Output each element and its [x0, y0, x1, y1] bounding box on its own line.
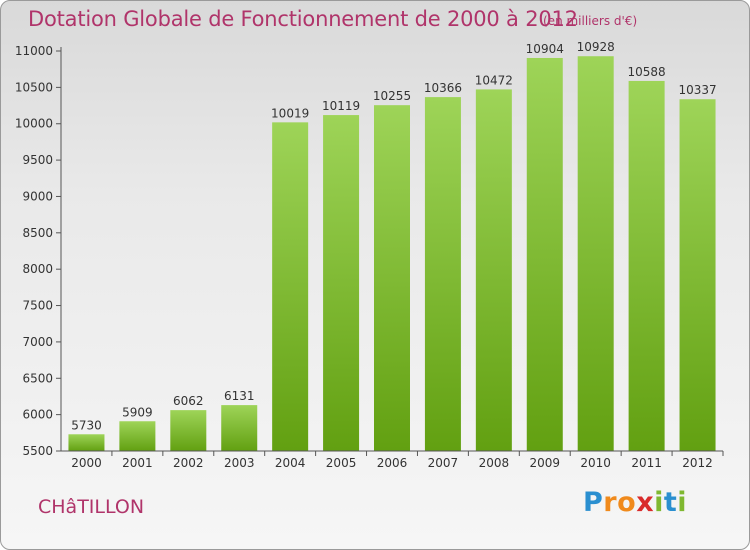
- logo-letter: o: [617, 487, 637, 518]
- bar: [221, 405, 258, 451]
- logo-letter: i: [654, 487, 664, 518]
- y-tick-label: 6000: [22, 408, 53, 422]
- data-label: 10255: [373, 89, 411, 103]
- logo-letter: t: [663, 487, 678, 518]
- logo-letter: i: [677, 487, 688, 518]
- x-tick-label: 2010: [580, 456, 611, 470]
- bar: [272, 122, 309, 451]
- data-label: 10366: [424, 81, 462, 95]
- bar: [526, 57, 563, 452]
- bar: [424, 97, 461, 451]
- city-name: CHâTILLON: [38, 496, 145, 518]
- bar: [323, 115, 360, 451]
- bar: [475, 89, 512, 452]
- y-tick-label: 7000: [22, 335, 53, 349]
- bar: [374, 105, 410, 451]
- x-tick-label: 2006: [377, 456, 408, 470]
- x-tick-label: 2003: [224, 456, 255, 470]
- y-tick-label: 9000: [22, 189, 53, 203]
- x-tick-label: 2000: [71, 456, 102, 470]
- data-label: 10904: [526, 42, 564, 56]
- data-label: 10019: [271, 106, 309, 120]
- chart-title: Dotation Globale de Fonctionnement de 20…: [28, 7, 578, 31]
- logo-letter: x: [636, 487, 655, 518]
- y-tick-label: 10500: [15, 80, 53, 94]
- x-tick-label: 2001: [122, 456, 153, 470]
- axis-layer: 5500 6000 6500 7000 7500 8000 8500 9000 9500 1000…: [15, 44, 724, 470]
- y-tick-label: 11000: [15, 44, 53, 58]
- y-tick-label: 9500: [22, 153, 53, 167]
- bar: [68, 434, 105, 451]
- unit-label: (en milliers d'€): [543, 14, 638, 28]
- y-tick-label: 5500: [22, 444, 53, 458]
- bar: [170, 410, 207, 451]
- data-label: 5730: [71, 418, 102, 432]
- bar: [679, 99, 716, 451]
- x-tick-label: 2008: [479, 456, 510, 470]
- y-tick-label: 10000: [15, 117, 53, 131]
- data-label: 5909: [122, 405, 153, 419]
- x-tick-label: 2009: [529, 456, 560, 470]
- data-label: 10588: [628, 65, 666, 79]
- data-label: 10928: [577, 40, 615, 54]
- labels-layer: 5730 5909 6062 6131 10019 10119 10255 10366 1047…: [71, 40, 716, 432]
- data-label: 6131: [224, 389, 255, 403]
- data-label: 6062: [173, 394, 204, 408]
- y-tick-label: 6500: [22, 371, 53, 385]
- proxiti-logo: Proxiti: [583, 487, 687, 518]
- x-tick-label: 2005: [326, 456, 357, 470]
- bar: [119, 421, 156, 451]
- x-tick-label: 2004: [275, 456, 306, 470]
- data-label: 10472: [475, 73, 513, 87]
- bar: [628, 80, 665, 452]
- x-tick-label: 2007: [428, 456, 459, 470]
- y-tick-label: 8500: [22, 226, 53, 240]
- bar: [577, 56, 614, 452]
- bars-layer: [68, 56, 716, 452]
- x-tick-label: 2012: [682, 456, 713, 470]
- data-label: 10337: [678, 83, 716, 97]
- x-tick-label: 2011: [631, 456, 662, 470]
- data-label: 10119: [322, 99, 360, 113]
- logo-letter: r: [603, 487, 618, 518]
- y-tick-label: 7500: [22, 299, 53, 313]
- x-tick-label: 2002: [173, 456, 204, 470]
- logo-letter: P: [583, 487, 604, 518]
- y-tick-label: 8000: [22, 262, 53, 276]
